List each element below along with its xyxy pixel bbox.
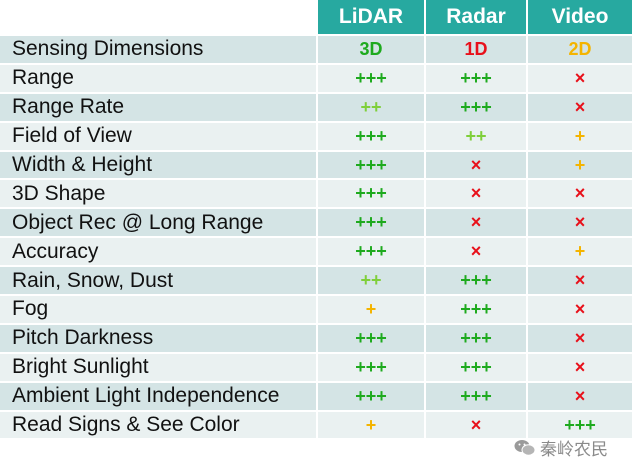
cell-radar: +++ [426, 353, 528, 383]
cell-radar: 1D [426, 36, 528, 65]
cell-lidar: + [318, 296, 426, 325]
cell-video: × [528, 382, 634, 412]
cell-lidar: + [318, 411, 426, 441]
cell-video: 2D [528, 36, 634, 65]
cell-radar: × [426, 151, 528, 181]
cell-video: × [528, 180, 634, 210]
row-label: Pitch Darkness [0, 324, 318, 354]
table-row: Read Signs & See Color + × +++ [0, 411, 634, 441]
cell-radar: +++ [426, 93, 528, 123]
cell-radar: × [426, 209, 528, 239]
cell-radar: ++ [426, 122, 528, 152]
cell-video: × [528, 209, 634, 239]
cell-video: + [528, 151, 634, 181]
cell-lidar: +++ [318, 209, 426, 239]
wechat-icon [514, 439, 536, 457]
cell-lidar: ++ [318, 267, 426, 297]
cell-lidar: +++ [318, 238, 426, 268]
table-row: Fog + +++ × [0, 296, 634, 325]
cell-video: × [528, 353, 634, 383]
sensor-comparison-table: LiDAR Radar Video Sensing Dimensions 3D 1D… [0, 0, 634, 441]
cell-lidar: +++ [318, 180, 426, 210]
cell-lidar: 3D [318, 36, 426, 65]
row-label: Sensing Dimensions [0, 36, 318, 65]
cell-video: + [528, 238, 634, 268]
table-row: Ambient Light Independence +++ +++ × [0, 382, 634, 412]
row-label: Width & Height [0, 151, 318, 181]
watermark: 秦岭农民 [514, 435, 608, 460]
row-label: Rain, Snow, Dust [0, 267, 318, 297]
cell-radar: +++ [426, 296, 528, 325]
cell-video: × [528, 93, 634, 123]
row-label: Field of View [0, 122, 318, 152]
cell-lidar: ++ [318, 93, 426, 123]
cell-radar: +++ [426, 382, 528, 412]
table-row: Sensing Dimensions 3D 1D 2D [0, 36, 634, 65]
cell-radar: × [426, 411, 528, 441]
cell-video: × [528, 296, 634, 325]
row-label: Fog [0, 296, 318, 325]
row-label: 3D Shape [0, 180, 318, 210]
cell-video: +++ [528, 411, 634, 441]
row-label: Range [0, 64, 318, 94]
cell-video: + [528, 122, 634, 152]
cell-radar: +++ [426, 324, 528, 354]
table-row: Width & Height +++ × + [0, 151, 634, 181]
row-label: Range Rate [0, 93, 318, 123]
header-lidar: LiDAR [318, 0, 426, 36]
header-radar: Radar [426, 0, 528, 36]
header-row: LiDAR Radar Video [0, 0, 634, 36]
table-row: 3D Shape +++ × × [0, 180, 634, 210]
table-row: Rain, Snow, Dust ++ +++ × [0, 267, 634, 297]
cell-lidar: +++ [318, 353, 426, 383]
row-label: Object Rec @ Long Range [0, 209, 318, 239]
row-label: Accuracy [0, 238, 318, 268]
table-row: Field of View +++ ++ + [0, 122, 634, 152]
cell-lidar: +++ [318, 151, 426, 181]
cell-lidar: +++ [318, 324, 426, 354]
table-row: Pitch Darkness +++ +++ × [0, 324, 634, 354]
cell-radar: +++ [426, 64, 528, 94]
cell-video: × [528, 64, 634, 94]
row-label: Read Signs & See Color [0, 411, 318, 441]
cell-radar: × [426, 180, 528, 210]
cell-radar: × [426, 238, 528, 268]
table-row: Accuracy +++ × + [0, 238, 634, 268]
watermark-text: 秦岭农民 [540, 440, 608, 460]
table-row: Range +++ +++ × [0, 64, 634, 94]
cell-radar: +++ [426, 267, 528, 297]
table-row: Range Rate ++ +++ × [0, 93, 634, 123]
table-body: Sensing Dimensions 3D 1D 2D Range +++ +++ × Rang… [0, 36, 634, 441]
cell-video: × [528, 324, 634, 354]
row-label: Ambient Light Independence [0, 382, 318, 412]
table-row: Bright Sunlight +++ +++ × [0, 353, 634, 383]
cell-lidar: +++ [318, 382, 426, 412]
row-label: Bright Sunlight [0, 353, 318, 383]
cell-lidar: +++ [318, 64, 426, 94]
table-row: Object Rec @ Long Range +++ × × [0, 209, 634, 239]
cell-video: × [528, 267, 634, 297]
header-video: Video [528, 0, 634, 36]
header-blank-cell [0, 0, 318, 36]
cell-lidar: +++ [318, 122, 426, 152]
